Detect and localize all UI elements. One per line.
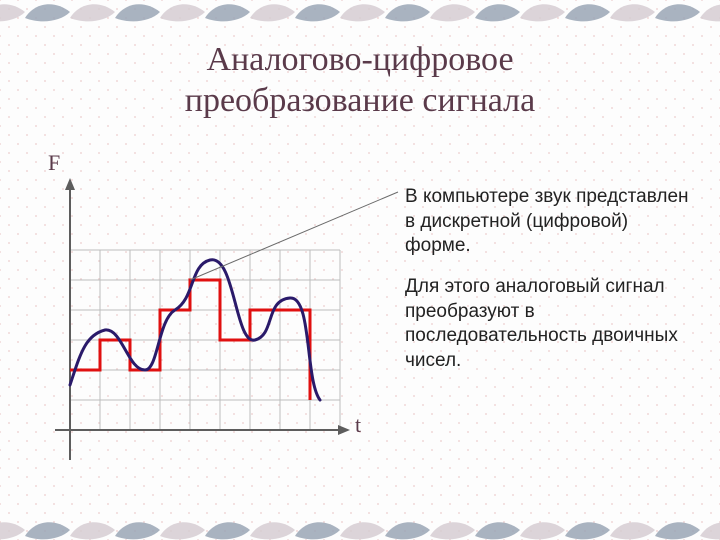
adc-chart xyxy=(50,170,350,470)
decor-top xyxy=(0,0,720,22)
body-text: В компьютере звук представлен в дискретн… xyxy=(405,185,695,390)
title-line2: преобразование сигнала xyxy=(185,82,535,119)
title-line1: Аналогово-цифровое xyxy=(206,41,513,78)
chart-svg xyxy=(50,170,350,470)
decor-bottom xyxy=(0,518,720,540)
paragraph-2: Для этого аналоговый сигнал преобразуют … xyxy=(405,275,695,374)
slide-title: Аналогово-цифровое преобразование сигнал… xyxy=(0,40,720,122)
axis-label-x: t xyxy=(355,412,361,438)
paragraph-1: В компьютере звук представлен в дискретн… xyxy=(405,185,695,259)
